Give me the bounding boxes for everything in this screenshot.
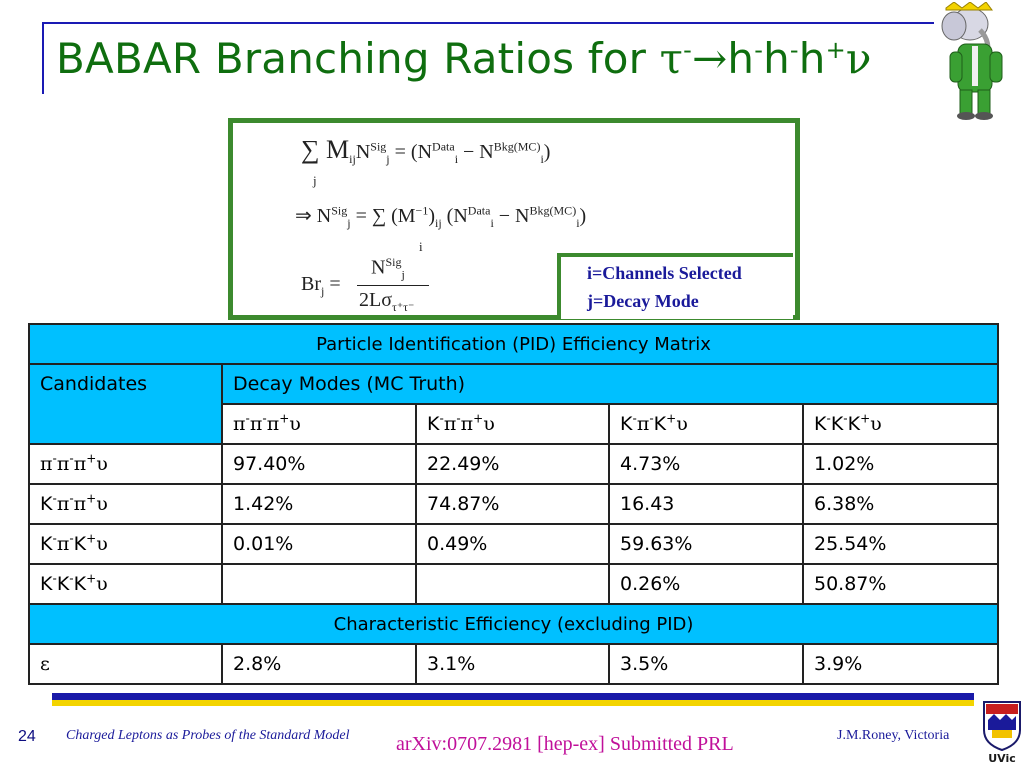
cell-value: 0.01% [221, 523, 417, 565]
cell-value: 1.42% [221, 483, 417, 525]
cell-value: 25.54% [801, 523, 1000, 565]
equation-2-sum-index: i [419, 239, 423, 254]
page-number: 24 [18, 728, 36, 745]
equation-2: ⇒ NSigj = ∑ (M−1)ij (NDatai − NBkg(MC)i) [295, 203, 587, 230]
mode-header-2: K-π-K+υ [608, 403, 804, 445]
equation-3-numerator: NSigj [371, 255, 405, 282]
footer-author: J.M.Roney, Victoria [837, 728, 950, 743]
footer-talk-title: Charged Leptons as Probes of the Standar… [66, 728, 350, 743]
decay-modes-header: Decay Modes (MC Truth) [220, 363, 1000, 405]
table-title: Particle Identification (PID) Efficiency… [27, 323, 1000, 365]
cell-value: 2.8% [221, 643, 417, 685]
title-top-rule [42, 22, 934, 24]
row-label-2: K-π-K+υ [28, 523, 223, 565]
cell-value: 59.63% [608, 523, 804, 565]
cell-value: 74.87% [415, 483, 610, 525]
pid-efficiency-table: Particle Identification (PID) Efficiency… [27, 323, 1000, 685]
cell-value: 16.43 [608, 483, 804, 525]
title-left-rule [42, 22, 44, 94]
table-row: K-K-K+υ 0.26% 50.87% [28, 563, 1000, 605]
cell-value: 1.02% [801, 443, 1000, 485]
row-label-1: K-π-π+υ [28, 483, 223, 525]
equation-1-sum-index: j [313, 173, 317, 188]
cell-value [221, 563, 417, 605]
table-row: ε 2.8% 3.1% 3.5% 3.9% [28, 643, 1000, 685]
row-label-0: π-π-π+υ [28, 443, 223, 485]
cell-value: 4.73% [608, 443, 804, 485]
mode-header-3: K-K-K+υ [801, 403, 1000, 445]
candidates-header: Candidates [28, 363, 223, 445]
cell-value: 97.40% [221, 443, 417, 485]
title-nu: ν [845, 34, 872, 83]
epsilon-label: ε [28, 643, 223, 685]
uvic-logo-text: UVic [988, 752, 1016, 765]
footer-rule-yellow [52, 700, 974, 706]
arxiv-reference: arXiv:0707.2981 [hep-ex] Submitted PRL [396, 733, 734, 755]
cell-value: 0.49% [415, 523, 610, 565]
mode-header-0: π-π-π+υ [221, 403, 417, 445]
table-row: π-π-π+υ 97.40% 22.49% 4.73% 1.02% [28, 443, 1000, 485]
index-legend-box: i=Channels Selected j=Decay Mode [557, 253, 793, 319]
cell-value: 3.1% [415, 643, 610, 685]
cell-value [415, 563, 610, 605]
table-row: K-π-K+υ 0.01% 0.49% 59.63% 25.54% [28, 523, 1000, 565]
fraction-bar [357, 285, 429, 286]
cell-value: 0.26% [608, 563, 804, 605]
cell-value: 3.5% [608, 643, 804, 685]
slide-title: BABAR Branching Ratios for τ-→h-h-h+ν [56, 34, 872, 83]
table-row: K-π-π+υ 1.42% 74.87% 16.43 6.38% [28, 483, 1000, 525]
mode-header-row: π-π-π+υ K-π-π+υ K-π-K+υ K-K-K+υ [29, 403, 1000, 445]
mode-header-1: K-π-π+υ [415, 403, 610, 445]
equation-1: ∑ MijNSigj = (NDatai − NBkg(MC)i) [301, 135, 551, 166]
title-arrow: → [691, 34, 728, 83]
cell-value: 50.87% [801, 563, 1000, 605]
row-label-3: K-K-K+υ [28, 563, 223, 605]
equation-3-denominator: 2Lστ⁺τ⁻ [359, 289, 415, 314]
cell-value: 6.38% [801, 483, 1000, 525]
equation-3-lhs: Brj = [301, 273, 341, 298]
legend-line-i: i=Channels Selected [587, 263, 742, 283]
title-tau: τ [659, 34, 684, 83]
cell-value: 22.49% [415, 443, 610, 485]
char-eff-title: Characteristic Efficiency (excluding PID… [27, 603, 1000, 645]
cell-value: 3.9% [801, 643, 1000, 685]
legend-line-j: j=Decay Mode [587, 291, 699, 311]
uvic-logo-icon: UVic [983, 701, 1021, 765]
elephant-mascot-icon [941, 2, 1003, 120]
